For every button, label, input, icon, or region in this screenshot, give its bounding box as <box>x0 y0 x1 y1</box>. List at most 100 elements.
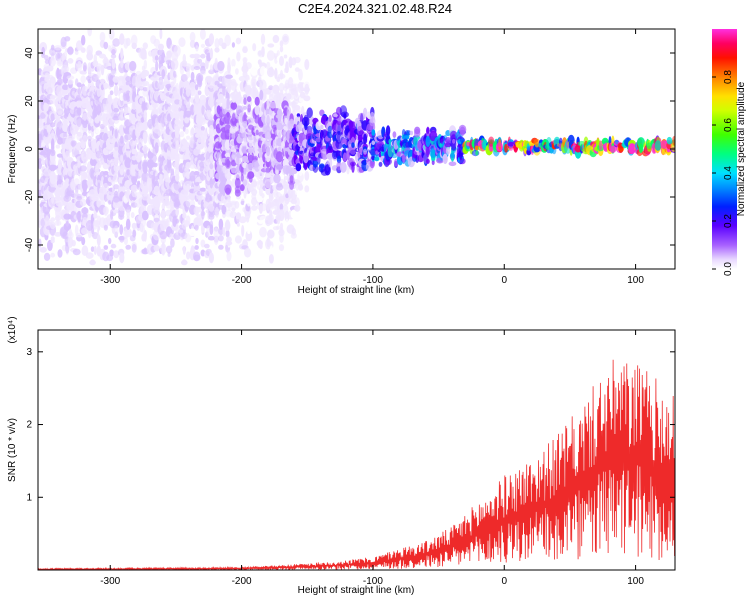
spectrogram-cell <box>414 129 421 138</box>
spectrogram-cell <box>155 60 159 72</box>
spectrogram-cell <box>217 60 225 72</box>
spectrogram-cell <box>297 184 304 191</box>
spectrogram-cell <box>143 55 147 60</box>
spectrogram-cell <box>185 171 191 178</box>
spectrogram-cell <box>125 244 131 250</box>
spectrogram-cell <box>274 69 278 78</box>
spectrogram-cell <box>275 169 279 175</box>
spectrogram-cell <box>266 50 275 61</box>
spectrogram-cell <box>234 177 241 189</box>
spectrogram-cell <box>277 113 282 123</box>
spectrogram-cell <box>225 229 230 238</box>
spectrogram-cell <box>99 78 106 83</box>
spectrogram-cell <box>340 161 347 173</box>
spectrogram-cell <box>189 31 196 43</box>
spectrogram-cell <box>248 154 254 161</box>
spectrogram-cell <box>175 218 179 224</box>
spectrogram-cell <box>496 142 503 147</box>
spectrogram-cell <box>112 220 120 229</box>
spectrogram-cell <box>243 111 247 124</box>
spectrogram-cell <box>129 60 137 72</box>
spectrogram-cell <box>119 224 124 236</box>
spectrogram-cell <box>289 118 294 128</box>
spectrogram-cell <box>251 197 258 206</box>
spectrogram-cell <box>184 233 192 243</box>
spectrogram-cell <box>227 57 231 68</box>
spectrogram-cell <box>82 134 88 144</box>
spectrogram-cell <box>113 209 120 214</box>
spectrogram-cell <box>294 67 300 72</box>
spectrogram-cell <box>234 201 240 209</box>
spectrogram-cell <box>62 123 69 132</box>
spectrogram-cell <box>131 159 137 165</box>
spectrogram-cell <box>44 54 49 61</box>
spectrogram-cell <box>328 157 333 168</box>
spectrogram-cell <box>269 192 274 198</box>
spectrogram-cell <box>209 220 214 229</box>
spectrogram-cell <box>288 88 295 100</box>
spectrogram-cell <box>385 125 391 136</box>
spectrogram-cell <box>76 82 82 88</box>
spectrogram-cell <box>450 153 455 158</box>
spectrogram-cell <box>124 204 132 210</box>
spectrogram-cell <box>290 209 298 219</box>
spectrogram-cell <box>174 155 180 164</box>
spectrogram-cell <box>291 228 296 236</box>
spectrogram-cell <box>194 182 200 187</box>
spectrogram-cell <box>83 184 87 196</box>
spectrogram-cell <box>82 112 88 121</box>
spectrogram-cell <box>244 247 252 258</box>
spectrogram-cell <box>80 47 86 53</box>
spectrogram-cell <box>294 204 301 212</box>
spectrogram-cell <box>113 84 119 97</box>
spectrogram-cell <box>200 43 205 49</box>
spectrogram-cell <box>44 59 50 65</box>
spectrogram-cell <box>215 98 222 103</box>
spectrogram-cell <box>79 165 87 172</box>
spectrogram-cell <box>238 216 247 224</box>
spectrogram-cell <box>226 251 232 262</box>
spectrogram-cell <box>336 155 342 164</box>
spectrogram-cell <box>231 58 236 68</box>
spectrogram-cell <box>184 128 189 135</box>
spectrogram-cell <box>199 187 207 192</box>
spectrogram-cell <box>143 134 147 142</box>
spectrogram-cell <box>278 244 285 252</box>
spectrogram-cell <box>154 46 159 57</box>
spectrogram-cell <box>425 135 431 148</box>
spectrogram-cell <box>143 230 147 237</box>
spectrogram-cell <box>195 45 199 52</box>
spectrogram-cells <box>38 29 675 266</box>
spectrogram-cell <box>278 229 285 237</box>
spectrogram-cell <box>175 207 179 216</box>
spectrogram-cell <box>157 43 164 51</box>
spectrogram-cell <box>102 206 109 216</box>
spectrogram-cell <box>294 87 299 98</box>
spectrogram-cell <box>67 236 74 248</box>
spectrogram-cell <box>240 165 244 176</box>
spectrogram-cell <box>174 133 180 146</box>
spectrogram-cell <box>247 79 251 86</box>
spectrogram-cell <box>264 173 272 178</box>
spectrogram-cell <box>170 58 179 70</box>
spectrogram-cell <box>371 140 376 145</box>
spectrogram-cell <box>225 241 233 246</box>
spectrogram-cell <box>242 61 248 70</box>
spectrogram-cell <box>452 138 456 144</box>
spectrogram-cell <box>275 151 284 163</box>
spectrogram-cell <box>103 133 109 141</box>
spectrogram-cell <box>199 70 206 76</box>
spectrogram-cell <box>277 146 282 152</box>
spectrogram-cell <box>110 243 117 249</box>
spectrogram-cell <box>114 128 118 139</box>
spectrogram-cell <box>276 182 283 188</box>
spectrogram-cell <box>458 124 467 135</box>
spectrogram-cell <box>231 42 235 48</box>
spectrogram-cell <box>174 99 181 105</box>
spectrogram-cell <box>208 33 215 46</box>
spectrogram-cell <box>92 232 99 240</box>
spectrogram-cell <box>48 164 57 171</box>
spectrogram-cell <box>80 75 86 84</box>
spectrogram-cell <box>178 37 186 48</box>
